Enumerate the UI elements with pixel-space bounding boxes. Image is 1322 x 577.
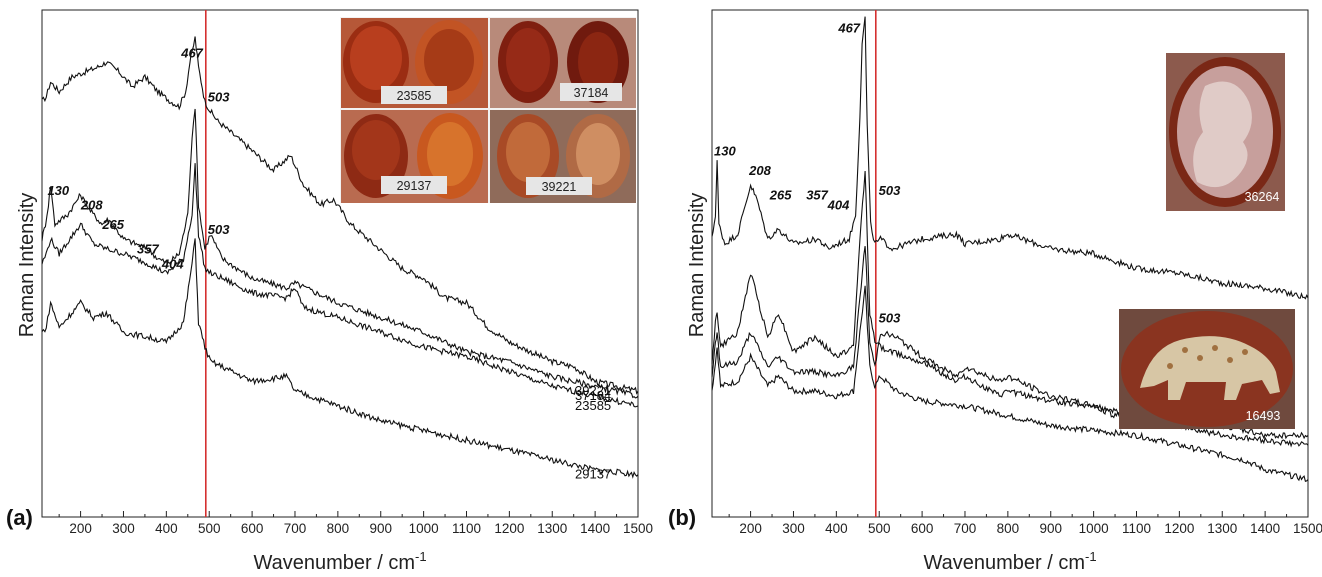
x-tick-label: 300: [112, 521, 135, 536]
panel-a-series: 39221 37184 23585 29137: [41, 36, 639, 482]
panel-a: 200 300 400 500 600 700 800 900 1000 1100 1200 1300…: [6, 9, 653, 574]
x-tick-label: 1100: [452, 521, 481, 536]
panel-a-inset: 23585 37184 29137: [340, 17, 636, 203]
x-tick-label: 1500: [623, 521, 653, 536]
panel-a-y-axis-title: Raman Intensity: [16, 193, 38, 338]
inset-label-39221: 39221: [542, 180, 577, 194]
inset-label-36264: 36264: [1245, 190, 1280, 204]
x-tick-label: 1300: [1207, 521, 1237, 536]
x-tick-label: 600: [911, 521, 934, 536]
x-tick-label: 1400: [580, 521, 610, 536]
panel-a-x-axis-title: Wavenumber / cm-1: [253, 549, 426, 574]
peak-label-467: 467: [837, 21, 860, 36]
series-line-37184: [41, 108, 639, 399]
peak-label-130: 130: [47, 183, 69, 198]
series-line-29137: [41, 238, 639, 479]
x-tick-label: 400: [155, 521, 178, 536]
series-line-39221: [41, 36, 639, 395]
x-tick-label: 900: [369, 521, 392, 536]
gem-photo-37184: 37184: [490, 18, 636, 108]
panel-b-inset-16493: 16493: [1119, 309, 1295, 429]
panel-b-label: (b): [668, 505, 696, 530]
gem-photo-39221: 39221: [490, 110, 636, 203]
panel-a-x-ticks: 200 300 400 500 600 700 800 900 1000 1100 1200 1300…: [58, 511, 653, 536]
peak-label-265: 265: [769, 188, 792, 203]
peak-label-503: 503: [879, 310, 901, 325]
x-tick-label: 1200: [494, 521, 524, 536]
series-label-23585: 23585: [575, 398, 611, 413]
series-line-16493-3: [711, 285, 1309, 482]
x-tick-label: 1200: [1164, 521, 1194, 536]
peak-label-503: 503: [879, 183, 901, 198]
x-tick-label: 800: [327, 521, 350, 536]
peak-label-357: 357: [806, 188, 828, 203]
panel-b: 200 300 400 500 600 700 800 900 1000 1100 1200 1300…: [668, 9, 1322, 574]
panel-b-y-axis-title: Raman Intensity: [686, 193, 708, 338]
peak-label-467: 467: [180, 45, 203, 60]
series-line-36264: [711, 16, 1309, 300]
peak-label-404: 404: [161, 256, 184, 271]
x-tick-label: 700: [284, 521, 307, 536]
panel-b-x-axis-title: Wavenumber / cm-1: [923, 549, 1096, 574]
gem-photo-29137: 29137: [341, 110, 488, 203]
x-tick-label: 1100: [1122, 521, 1151, 536]
peak-label-404: 404: [827, 197, 850, 212]
x-tick-label: 1300: [537, 521, 567, 536]
panel-b-inset-36264: 36264: [1166, 53, 1285, 211]
peak-label-357: 357: [137, 242, 159, 257]
peak-label-208: 208: [80, 197, 103, 212]
x-tick-label: 1000: [409, 521, 439, 536]
x-tick-label: 1400: [1250, 521, 1280, 536]
x-tick-label: 800: [997, 521, 1020, 536]
peak-label-265: 265: [101, 217, 124, 232]
x-tick-label: 500: [198, 521, 221, 536]
x-tick-label: 600: [241, 521, 264, 536]
gem-photo-23585: 23585: [341, 18, 488, 108]
x-tick-label: 700: [954, 521, 977, 536]
x-tick-label: 900: [1039, 521, 1062, 536]
x-tick-label: 400: [825, 521, 848, 536]
inset-label-16493: 16493: [1246, 409, 1281, 423]
x-tick-label: 1000: [1079, 521, 1109, 536]
peak-label-130: 130: [714, 143, 736, 158]
panel-b-x-ticks: 200 300 400 500 600 700 800 900 1000 1100 1200 1300…: [728, 511, 1322, 536]
peak-label-208: 208: [748, 163, 771, 178]
series-label-29137: 29137: [575, 467, 611, 482]
x-tick-label: 300: [782, 521, 805, 536]
peak-label-503: 503: [208, 222, 230, 237]
inset-label-29137: 29137: [397, 179, 432, 193]
x-tick-label: 200: [739, 521, 762, 536]
x-tick-label: 200: [69, 521, 92, 536]
panel-a-label: (a): [6, 505, 33, 530]
inset-label-23585: 23585: [397, 89, 432, 103]
x-tick-label: 500: [868, 521, 891, 536]
x-tick-label: 1500: [1293, 521, 1322, 536]
series-line-16493-2: [711, 246, 1309, 448]
series-line-23585: [41, 163, 639, 408]
inset-label-37184: 37184: [574, 86, 609, 100]
peak-label-503: 503: [208, 89, 230, 104]
